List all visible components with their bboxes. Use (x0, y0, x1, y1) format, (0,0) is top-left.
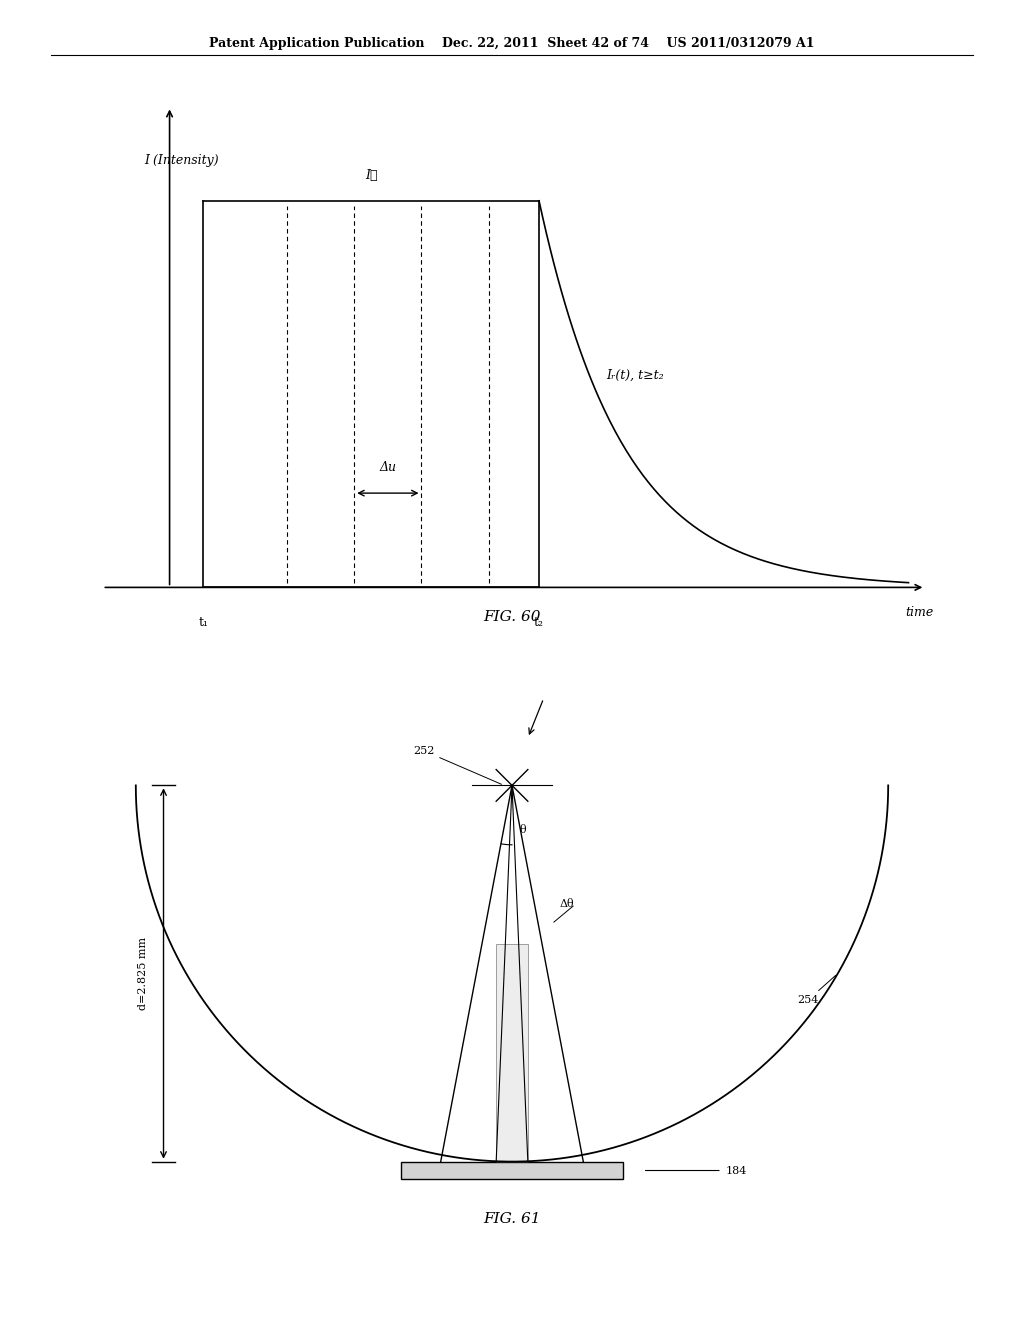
Bar (401, 1162, 623, 1180)
Text: I (Intensity): I (Intensity) (144, 153, 219, 166)
Text: FIG. 60: FIG. 60 (483, 610, 541, 624)
Text: I⁥: I⁥ (365, 169, 378, 182)
Text: d=2.825 mm: d=2.825 mm (137, 937, 147, 1010)
Text: t₁: t₁ (199, 615, 208, 628)
Text: Δu: Δu (379, 461, 396, 474)
Text: 254: 254 (797, 975, 836, 1006)
Text: t₂: t₂ (535, 615, 544, 628)
Text: Iᵣ(t), t≥t₂: Iᵣ(t), t≥t₂ (606, 368, 664, 381)
Text: 184: 184 (726, 1166, 748, 1176)
Text: 252: 252 (413, 746, 502, 784)
Text: time: time (905, 606, 934, 619)
Bar (497, 944, 527, 1162)
Text: θ: θ (520, 825, 526, 836)
Text: Δθ: Δθ (559, 899, 574, 909)
Text: FIG. 61: FIG. 61 (483, 1212, 541, 1226)
Text: Patent Application Publication    Dec. 22, 2011  Sheet 42 of 74    US 2011/03120: Patent Application Publication Dec. 22, … (209, 37, 815, 50)
